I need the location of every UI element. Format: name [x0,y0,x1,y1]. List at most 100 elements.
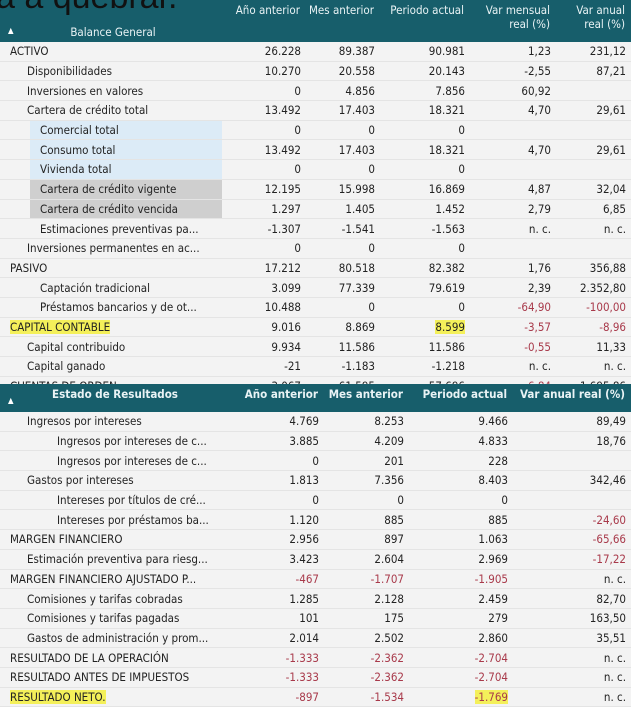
table-row[interactable]: RESULTADO NETO. -897 -1.534 -1.769 n. c. [0,687,631,707]
table-row[interactable]: Ingresos por intereses de c... 0 201 228 [0,450,631,472]
row-label: Ingresos por intereses de c... [0,431,236,452]
row-label: Cartera de crédito vigente [0,179,226,200]
table-row[interactable]: Cartera de crédito vencida 1.297 1.405 1.45… [0,199,631,220]
row-label: RESULTADO DE LA OPERACIÓN [0,647,236,668]
cell-value: -0,55 [524,339,551,354]
cell-var-mensual-real [470,238,556,259]
cell-value: 4.769 [289,414,319,429]
cell-value: 2.459 [478,591,508,606]
table-row[interactable]: Inversiones permanentes en ac... 0 0 0 [0,238,631,259]
table-title-header[interactable]: Balance General ▲ [0,0,226,42]
table-row[interactable]: Comisiones y tarifas pagadas 101 175 279 163… [0,608,631,629]
cell-value: 4.856 [345,83,375,98]
cell-año-anterior: 3.423 [236,549,324,570]
column-header[interactable]: Periodo actual [380,0,470,42]
table-row[interactable]: Comercial total 0 0 0 [0,120,631,141]
cell-value: 0 [294,241,301,256]
row-label: Comisiones y tarifas cobradas [0,588,236,609]
column-header[interactable]: Año anterior [236,384,324,412]
cell-var-anual-real [556,80,631,102]
table-row[interactable]: CAPITAL CONTABLE 9.016 8.869 8.599 -3,57 -8,9… [0,317,631,338]
cell-periodo-actual: 2.969 [409,549,513,570]
table-row[interactable]: Estimación preventiva para riesg... 3.423… [0,549,631,570]
cell-value: 2.860 [478,630,508,645]
table-row[interactable]: Capital contribuido 9.934 11.586 11.586 -0,5… [0,336,631,357]
cell-value: -2.704 [474,650,508,665]
table-row[interactable]: Disponibilidades 10.270 20.558 20.143 -2,55 8… [0,61,631,82]
cell-value: 80.518 [338,260,375,275]
table-row[interactable]: Cartera de crédito total 13.492 17.403 18.3… [0,100,631,121]
column-header[interactable]: Año anterior [226,0,306,42]
cell-periodo-actual: -1.769 [409,687,513,707]
column-header[interactable]: Var mensual real (%) [470,0,556,42]
table-row[interactable]: Inversiones en valores 0 4.856 7.856 60,92 [0,80,631,102]
table-row[interactable]: Vivienda total 0 0 0 [0,159,631,180]
row-label: CAPITAL CONTABLE [0,317,226,338]
table-row[interactable]: Gastos de administración y prom... 2.014 2… [0,628,631,649]
cell-value: n. c. [528,221,551,236]
table-row[interactable]: RESULTADO ANTES DE IMPUESTOS -1.333 -2.362… [0,667,631,688]
table-row[interactable]: Intereses por títulos de cré... 0 0 0 [0,490,631,511]
table-row[interactable]: Cartera de crédito vigente 12.195 15.998 16… [0,179,631,200]
column-header[interactable]: Mes anterior [324,384,409,412]
table-title-header[interactable]: Estado de Resultados ▲ [0,384,236,412]
cell-var-mensual-real: 4,70 [470,100,556,121]
column-header[interactable]: Periodo actual [409,384,513,412]
cell-value: 9.016 [271,319,301,334]
video-caption: a a quebrar. [0,0,177,14]
table-row[interactable]: Préstamos bancarios y de ot... 10.488 0 0 -6… [0,297,631,318]
cell-value: 89,49 [596,414,626,429]
table-row[interactable]: Comisiones y tarifas cobradas 1.285 2.128 2… [0,588,631,609]
table-row[interactable]: Ingresos por intereses de c... 3.885 4.209… [0,431,631,452]
table-row[interactable]: ACTIVO 26.228 89.387 90.981 1,23 231,12 [0,42,631,62]
cell-año-anterior: 9.934 [226,336,306,357]
cell-var-mensual-real: 2,39 [470,277,556,298]
cell-año-anterior: 9.016 [226,317,306,338]
cell-value: 885 [488,512,508,527]
column-header[interactable]: Mes anterior [306,0,380,42]
cell-value: 228 [488,453,508,468]
table-row[interactable]: MARGEN FINANCIERO AJUSTADO P... -467 -1.70… [0,569,631,590]
table-row[interactable]: Gastos por intereses 1.813 7.356 8.403 342,4… [0,470,631,491]
sort-ascending-icon[interactable]: ▲ [8,26,14,35]
row-label-text: Gastos de administración y prom... [27,630,209,645]
table-row[interactable]: MARGEN FINANCIERO 2.956 897 1.063 -65,66 [0,529,631,550]
cell-var-mensual-real [470,159,556,180]
table-row[interactable]: Intereses por préstamos ba... 1.120 885 885… [0,509,631,531]
cell-año-anterior: 1.285 [236,588,324,609]
cell-var-anual-real: 342,46 [513,470,631,491]
row-label: Comisiones y tarifas pagadas [0,608,236,629]
row-label: Consumo total [0,139,226,161]
table-row[interactable]: Ingresos por intereses 4.769 8.253 9.466 89,… [0,412,631,432]
cell-value: 17.212 [264,260,301,275]
cell-var-anual-real: n. c. [556,218,631,239]
row-label-text: Inversiones permanentes en ac... [27,241,200,256]
sort-ascending-icon[interactable]: ▲ [8,396,14,405]
table-row[interactable]: Capital ganado -21 -1.183 -1.218 n. c. n. c. [0,356,631,377]
cell-value: 0 [368,241,375,256]
row-label-text: Cartera de crédito vencida [40,201,179,216]
header-label: Balance General [70,25,156,39]
row-label-text: Intereses por préstamos ba... [57,512,209,527]
cell-value: -3,57 [524,319,551,334]
table-row[interactable]: Estimaciones preventivas pa... -1.307 -1.5… [0,218,631,239]
cell-mes-anterior: 0 [306,238,380,259]
cell-año-anterior: -467 [236,569,324,590]
table-row[interactable]: PASIVO 17.212 80.518 82.382 1,76 356,88 [0,258,631,279]
row-label: Inversiones en valores [0,80,226,102]
cell-año-anterior: 13.492 [226,139,306,161]
cell-periodo-actual: 4.833 [409,431,513,452]
cell-periodo-actual: 7.856 [380,80,470,102]
cell-value: 0 [368,300,375,315]
cell-value: 3.885 [289,434,319,449]
column-header[interactable]: Var anual real (%) [513,384,631,412]
table-row[interactable]: Consumo total 13.492 17.403 18.321 4,70 29,61 [0,139,631,161]
row-label-text: Comisiones y tarifas cobradas [27,591,183,606]
cell-value: -1.563 [431,221,465,236]
column-header[interactable]: Var anual real (%) [556,0,631,42]
table-row[interactable]: RESULTADO DE LA OPERACIÓN -1.333 -2.362 -2.… [0,647,631,668]
table-row[interactable]: Captación tradicional 3.099 77.339 79.619 2,… [0,277,631,298]
row-label-text: Disponibilidades [27,64,112,79]
cell-año-anterior: 3.885 [236,431,324,452]
cell-value: n. c. [603,359,626,374]
